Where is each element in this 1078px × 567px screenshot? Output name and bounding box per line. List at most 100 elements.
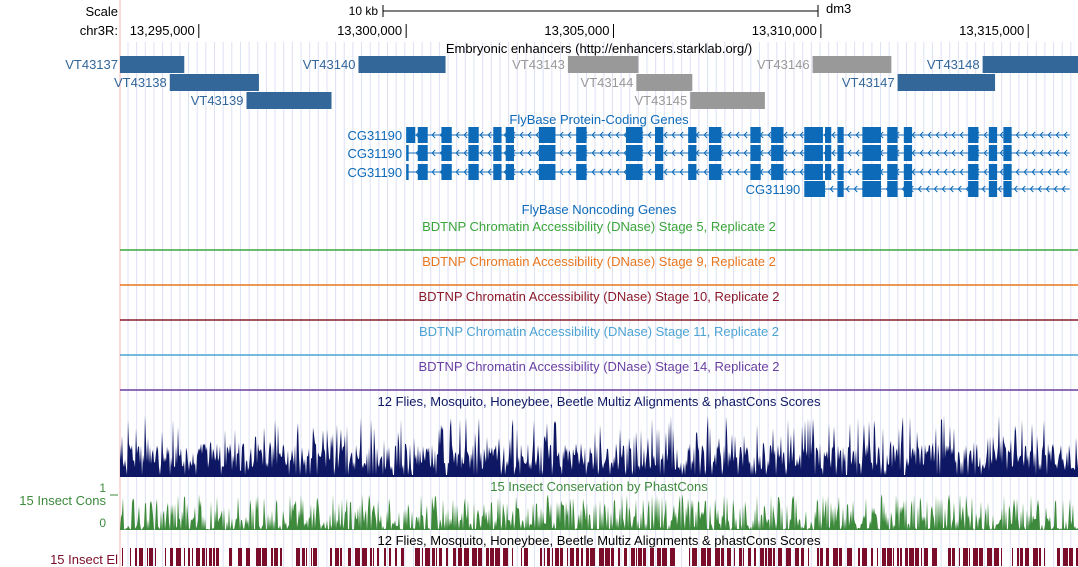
enhancer-label[interactable]: VT43138 <box>114 75 167 90</box>
conserved-element[interactable] <box>478 548 482 566</box>
elements-side-label[interactable]: 15 Insect El <box>50 552 118 567</box>
conserved-element[interactable] <box>122 548 123 566</box>
enhancer-feature[interactable] <box>636 74 693 91</box>
conserved-element[interactable] <box>760 548 764 566</box>
exon-block[interactable] <box>654 145 664 161</box>
conserved-element[interactable] <box>130 548 131 566</box>
exon-block[interactable] <box>708 145 722 161</box>
conserved-element[interactable] <box>808 548 809 566</box>
conserved-element[interactable] <box>355 548 360 566</box>
conserved-element[interactable] <box>206 548 207 566</box>
conserved-element[interactable] <box>1020 548 1023 566</box>
enhancer-label[interactable]: VT43143 <box>512 57 565 72</box>
conserved-element[interactable] <box>216 548 219 566</box>
conserved-element[interactable] <box>915 548 919 566</box>
conserved-element[interactable] <box>521 548 522 566</box>
conserved-element[interactable] <box>567 548 568 566</box>
conserved-element[interactable] <box>280 548 282 566</box>
conserved-element[interactable] <box>979 548 983 566</box>
conserved-element[interactable] <box>464 548 469 566</box>
exon-block[interactable] <box>441 145 452 161</box>
enhancer-feature[interactable] <box>812 56 892 73</box>
conserved-element[interactable] <box>948 548 951 566</box>
conserved-element[interactable] <box>877 548 878 566</box>
conserved-element[interactable] <box>932 548 937 566</box>
exon-block[interactable] <box>688 164 697 180</box>
conserved-element[interactable] <box>734 548 735 566</box>
conserved-element[interactable] <box>773 548 775 566</box>
conserved-element[interactable] <box>176 548 181 566</box>
exon-block[interactable] <box>538 164 556 180</box>
conserved-element[interactable] <box>643 548 646 566</box>
conserved-element[interactable] <box>335 548 339 566</box>
exon-block[interactable] <box>968 127 979 143</box>
enhancer-label[interactable]: VT43148 <box>927 57 980 72</box>
conserved-element[interactable] <box>994 548 999 566</box>
conserved-element[interactable] <box>887 548 892 566</box>
conserved-element[interactable] <box>921 548 922 566</box>
conserved-element[interactable] <box>969 548 970 566</box>
exon-block[interactable] <box>688 145 697 161</box>
exon-block[interactable] <box>750 127 761 143</box>
exon-block[interactable] <box>708 127 722 143</box>
conserved-element[interactable] <box>524 548 528 566</box>
conserved-element[interactable] <box>862 548 867 566</box>
conserved-element[interactable] <box>1063 548 1068 566</box>
conserved-element[interactable] <box>432 548 435 566</box>
enhancer-feature[interactable] <box>982 56 1078 73</box>
multiz-track-title[interactable]: 12 Flies, Mosquito, Honeybee, Beetle Mul… <box>378 394 821 409</box>
conserved-element[interactable] <box>858 548 860 566</box>
conserved-element[interactable] <box>611 548 614 566</box>
exon-block[interactable] <box>903 145 913 161</box>
conserved-element[interactable] <box>924 548 928 566</box>
conserved-element[interactable] <box>778 548 782 566</box>
conserved-element[interactable] <box>209 548 212 566</box>
exon-block[interactable] <box>804 181 826 197</box>
conserved-element[interactable] <box>900 548 902 566</box>
enhancers-track-title[interactable]: Embryonic enhancers (http://enhancers.st… <box>446 41 752 56</box>
conserved-element[interactable] <box>586 548 589 566</box>
conserved-element[interactable] <box>1017 548 1019 566</box>
conserved-element[interactable] <box>662 548 667 566</box>
conserved-element[interactable] <box>605 548 610 566</box>
exon-block[interactable] <box>576 145 587 161</box>
exon-block[interactable] <box>406 127 416 143</box>
exon-block[interactable] <box>654 164 664 180</box>
conserved-element[interactable] <box>446 548 448 566</box>
conserved-element[interactable] <box>576 548 579 566</box>
conserved-element[interactable] <box>439 548 442 566</box>
conserved-element[interactable] <box>727 548 731 566</box>
conserved-element[interactable] <box>826 548 829 566</box>
exon-block[interactable] <box>750 145 761 161</box>
phastcons-side-label[interactable]: 15 Insect Cons <box>19 493 106 508</box>
conserved-element[interactable] <box>544 548 545 566</box>
exon-block[interactable] <box>903 181 913 197</box>
exon-block[interactable] <box>441 164 452 180</box>
exon-block[interactable] <box>1003 181 1012 197</box>
conserved-element[interactable] <box>650 548 654 566</box>
conserved-element[interactable] <box>503 548 508 566</box>
enhancer-feature[interactable] <box>897 74 996 91</box>
dnase-stage11-title[interactable]: BDTNP Chromatin Accessibility (DNase) St… <box>419 324 779 339</box>
conserved-element[interactable] <box>701 548 706 566</box>
conserved-element[interactable] <box>302 548 305 566</box>
exon-block[interactable] <box>837 181 844 197</box>
exon-block[interactable] <box>505 145 514 161</box>
conserved-element[interactable] <box>547 548 550 566</box>
conserved-element[interactable] <box>495 548 500 566</box>
exon-block[interactable] <box>771 145 784 161</box>
noncoding-genes-track-title[interactable]: FlyBase Noncoding Genes <box>522 202 677 217</box>
exon-block[interactable] <box>862 145 882 161</box>
phastcons-track-title[interactable]: 15 Insect Conservation by PhastCons <box>490 479 708 494</box>
exon-block[interactable] <box>1003 127 1012 143</box>
conserved-element[interactable] <box>795 548 799 566</box>
exon-block[interactable] <box>837 145 844 161</box>
exon-block[interactable] <box>804 164 823 180</box>
conserved-element[interactable] <box>238 548 242 566</box>
conserved-element[interactable] <box>170 548 173 566</box>
exon-block[interactable] <box>988 145 998 161</box>
conserved-element[interactable] <box>453 548 456 566</box>
conserved-element[interactable] <box>817 548 819 566</box>
conserved-element[interactable] <box>395 548 397 566</box>
conserved-element[interactable] <box>184 548 185 566</box>
